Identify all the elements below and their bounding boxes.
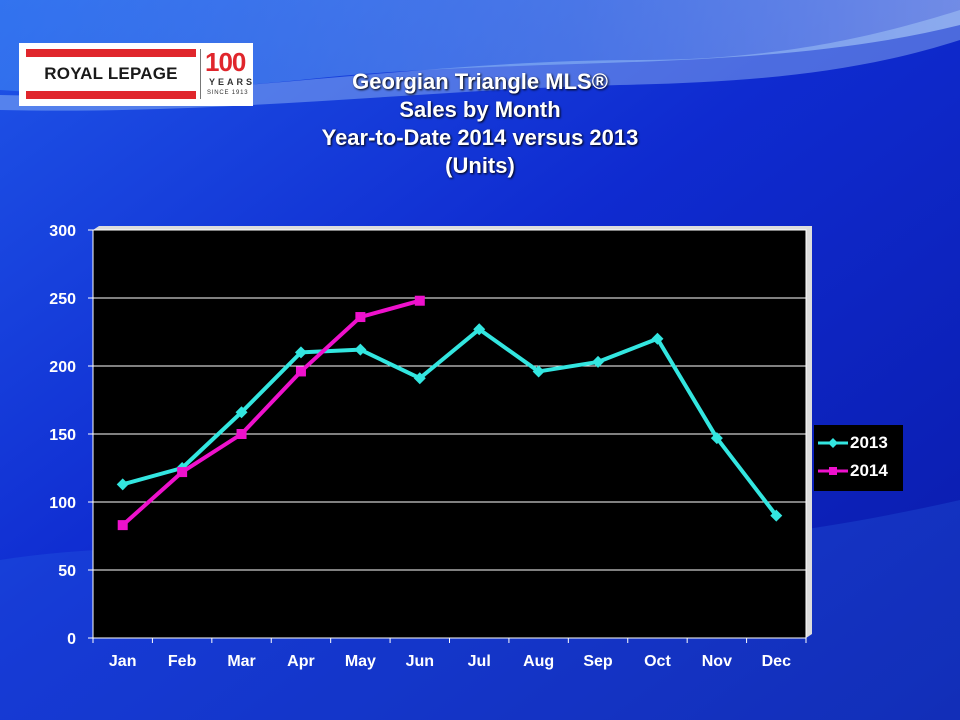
x-tick-label-mar: Mar bbox=[227, 653, 255, 670]
data-point-2014-feb bbox=[177, 467, 188, 478]
x-tick-label-oct: Oct bbox=[644, 653, 671, 670]
logo-divider bbox=[200, 49, 201, 99]
x-tick-label-dec: Dec bbox=[762, 653, 791, 670]
x-tick-label-aug: Aug bbox=[523, 653, 554, 670]
legend-label-2014: 2014 bbox=[850, 461, 888, 480]
legend-diamond-icon bbox=[818, 438, 848, 448]
x-tick-label-feb: Feb bbox=[168, 653, 197, 670]
data-point-2013-jan bbox=[116, 478, 129, 491]
y-tick-label-250: 250 bbox=[49, 291, 76, 308]
x-tick-label-jan: Jan bbox=[109, 653, 137, 670]
data-point-2013-nov bbox=[710, 432, 723, 445]
chart-title: Georgian Triangle MLS® Sales by Month Ye… bbox=[240, 68, 720, 180]
royal-lepage-logo: ROYAL LEPAGE 100 YEARS SINCE 1913 bbox=[19, 43, 253, 106]
series-line-2014 bbox=[121, 298, 421, 527]
legend-square-icon bbox=[818, 467, 848, 475]
data-point-2013-jun bbox=[413, 372, 426, 385]
y-tick-label-300: 300 bbox=[49, 223, 76, 240]
logo-years-text: YEARS bbox=[209, 77, 256, 87]
data-point-2013-oct bbox=[651, 332, 664, 345]
logo-anniversary-number: 100 bbox=[205, 47, 246, 77]
data-point-2013-may bbox=[354, 343, 367, 356]
x-tick-label-nov: Nov bbox=[702, 653, 732, 670]
x-tick-label-jun: Jun bbox=[406, 653, 434, 670]
data-point-2013-aug bbox=[532, 365, 545, 378]
y-tick-label-100: 100 bbox=[49, 495, 76, 512]
legend-label-2013: 2013 bbox=[850, 433, 888, 452]
x-tick-label-may: May bbox=[345, 653, 376, 670]
x-tick-label-jul: Jul bbox=[468, 653, 491, 670]
logo-brand-text: ROYAL LEPAGE bbox=[44, 64, 178, 83]
logo-since-text: SINCE 1913 bbox=[207, 90, 249, 96]
logo-stripe-top bbox=[26, 49, 196, 57]
y-tick-label-50: 50 bbox=[58, 563, 76, 580]
logo-stripe-bottom bbox=[26, 91, 196, 99]
y-tick-label-200: 200 bbox=[49, 359, 76, 376]
y-tick-label-150: 150 bbox=[49, 427, 76, 444]
legend-item-2014: 2014 bbox=[814, 457, 903, 485]
data-point-2014-jun bbox=[414, 295, 425, 306]
legend-item-2013: 2013 bbox=[814, 429, 903, 457]
title-line-1: Georgian Triangle MLS® bbox=[352, 69, 608, 94]
data-point-2013-apr bbox=[294, 346, 307, 359]
data-point-2014-may bbox=[355, 312, 366, 323]
data-point-2013-dec bbox=[770, 509, 783, 522]
x-tick-label-sep: Sep bbox=[583, 653, 613, 670]
data-point-2014-jan bbox=[117, 520, 128, 531]
series-line-2013 bbox=[122, 327, 778, 517]
title-line-2: Sales by Month bbox=[399, 97, 561, 122]
y-tick-label-0: 0 bbox=[67, 631, 76, 648]
data-point-2014-mar bbox=[236, 429, 247, 439]
data-point-2014-apr bbox=[295, 366, 306, 377]
data-point-2013-mar bbox=[235, 406, 248, 419]
data-point-2013-jul bbox=[473, 323, 486, 336]
x-tick-label-apr: Apr bbox=[287, 653, 315, 670]
chart-legend: 2013 2014 bbox=[814, 425, 903, 491]
title-line-3: Year-to-Date 2014 versus 2013 bbox=[321, 125, 639, 150]
title-line-4: (Units) bbox=[445, 153, 515, 178]
data-point-2013-sep bbox=[592, 355, 605, 368]
